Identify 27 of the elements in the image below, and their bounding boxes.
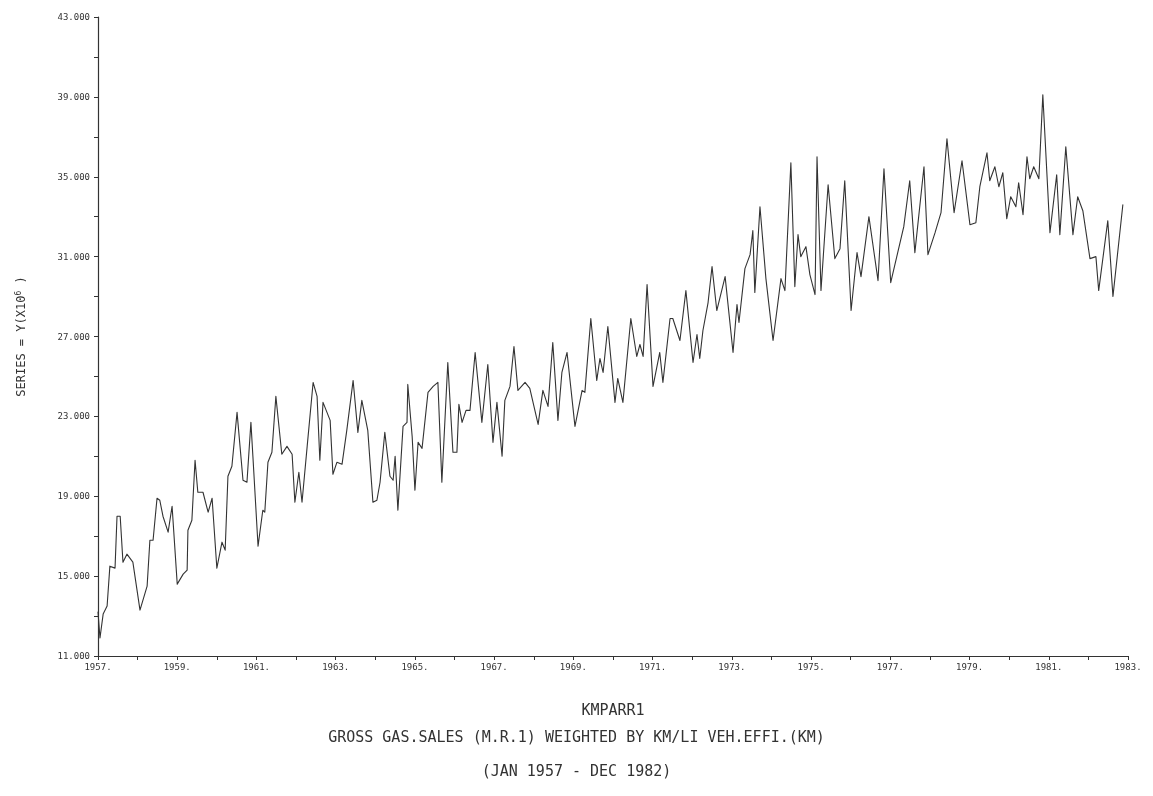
- x-tick-label: 1963.: [322, 661, 350, 672]
- x-tick-label: 1965.: [401, 661, 429, 672]
- y-tick-label: 11.000: [57, 651, 90, 661]
- y-tick-label: 15.000: [57, 571, 90, 582]
- x-tick-label: 1967.: [480, 661, 508, 672]
- x-tick-label: 1977.: [876, 661, 904, 672]
- text: (JAN 1957 - DEC 1982): [481, 761, 672, 780]
- y-tick-label: 31.000: [57, 251, 90, 262]
- x-tick-label: 1979.: [955, 661, 984, 672]
- y-tick-label: 35.000: [57, 171, 90, 182]
- y-axis-title: SERIES = Y(X106 ): [13, 276, 28, 397]
- x-tick-label: 1969.: [559, 661, 587, 672]
- y-tick-label: 43.000: [57, 12, 90, 22]
- y-tick-label: 27.000: [57, 331, 90, 342]
- y-tick-label: 23.000: [57, 411, 90, 422]
- x-tick-label: 1973.: [718, 661, 746, 672]
- text: GROSS GAS.SALES (M.R.1) WEIGHTED BY KM/LI VEH.EFFI.(KM): [328, 727, 825, 746]
- y-tick-label: 39.000: [57, 91, 90, 102]
- y-tick-label: 19.000: [57, 491, 90, 502]
- x-tick-label: 1983.: [1114, 661, 1142, 672]
- x-axis-title: KMPARR1: [581, 700, 645, 719]
- x-tick-label: 1981.: [1035, 661, 1063, 672]
- x-tick-label: 1971.: [639, 661, 667, 672]
- x-tick-label: 1957.: [84, 661, 112, 672]
- x-tick-label: 1961.: [242, 661, 271, 672]
- x-tick-label: 1975.: [797, 661, 825, 672]
- x-tick-label: 1959.: [163, 661, 191, 672]
